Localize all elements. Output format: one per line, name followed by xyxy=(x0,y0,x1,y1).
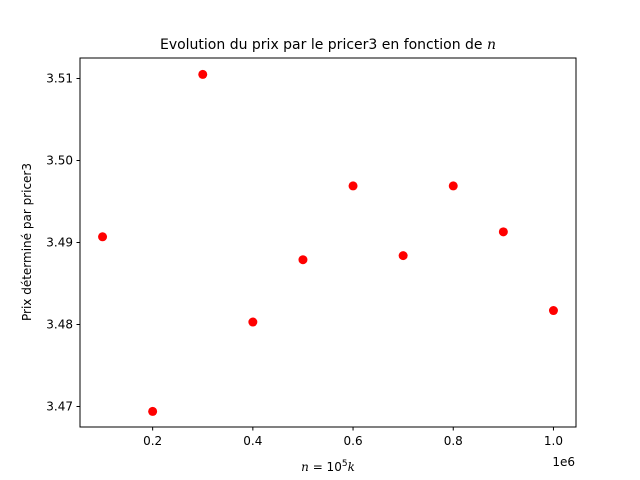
data-point xyxy=(148,406,158,416)
data-point xyxy=(248,317,258,327)
data-point xyxy=(298,255,308,265)
y-tick-label: 3.48 xyxy=(46,318,73,332)
data-point xyxy=(448,181,458,191)
y-tick-label: 3.50 xyxy=(46,154,73,168)
chart-title: Evolution du prix par le pricer3 en fonc… xyxy=(160,37,496,53)
data-point xyxy=(498,227,508,237)
y-tick-label: 3.47 xyxy=(46,400,73,414)
plot-frame xyxy=(79,57,577,428)
data-point xyxy=(548,306,558,316)
y-tick-label: 3.49 xyxy=(46,236,73,250)
y-axis: 3.47 3.48 3.49 3.50 3.51 xyxy=(46,72,80,414)
x-tick-label: 0.4 xyxy=(243,434,262,448)
x-tick-label: 0.6 xyxy=(344,434,363,448)
x-axis-offset-label: 1e6 xyxy=(552,455,575,469)
x-tick-label: 0.2 xyxy=(143,434,162,448)
data-point xyxy=(198,69,208,79)
data-point xyxy=(398,251,408,261)
y-tick-label: 3.51 xyxy=(46,72,73,86)
x-axis: 0.2 0.4 0.6 0.8 1.0 xyxy=(143,427,563,448)
x-tick-label: 1.0 xyxy=(544,434,563,448)
x-axis-label: n = 105k xyxy=(301,459,355,474)
data-point xyxy=(98,232,108,242)
y-axis-label: Prix déterminé par pricer3 xyxy=(20,163,34,321)
data-point xyxy=(348,181,358,191)
data-points xyxy=(98,69,558,416)
x-tick-label: 0.8 xyxy=(444,434,463,448)
